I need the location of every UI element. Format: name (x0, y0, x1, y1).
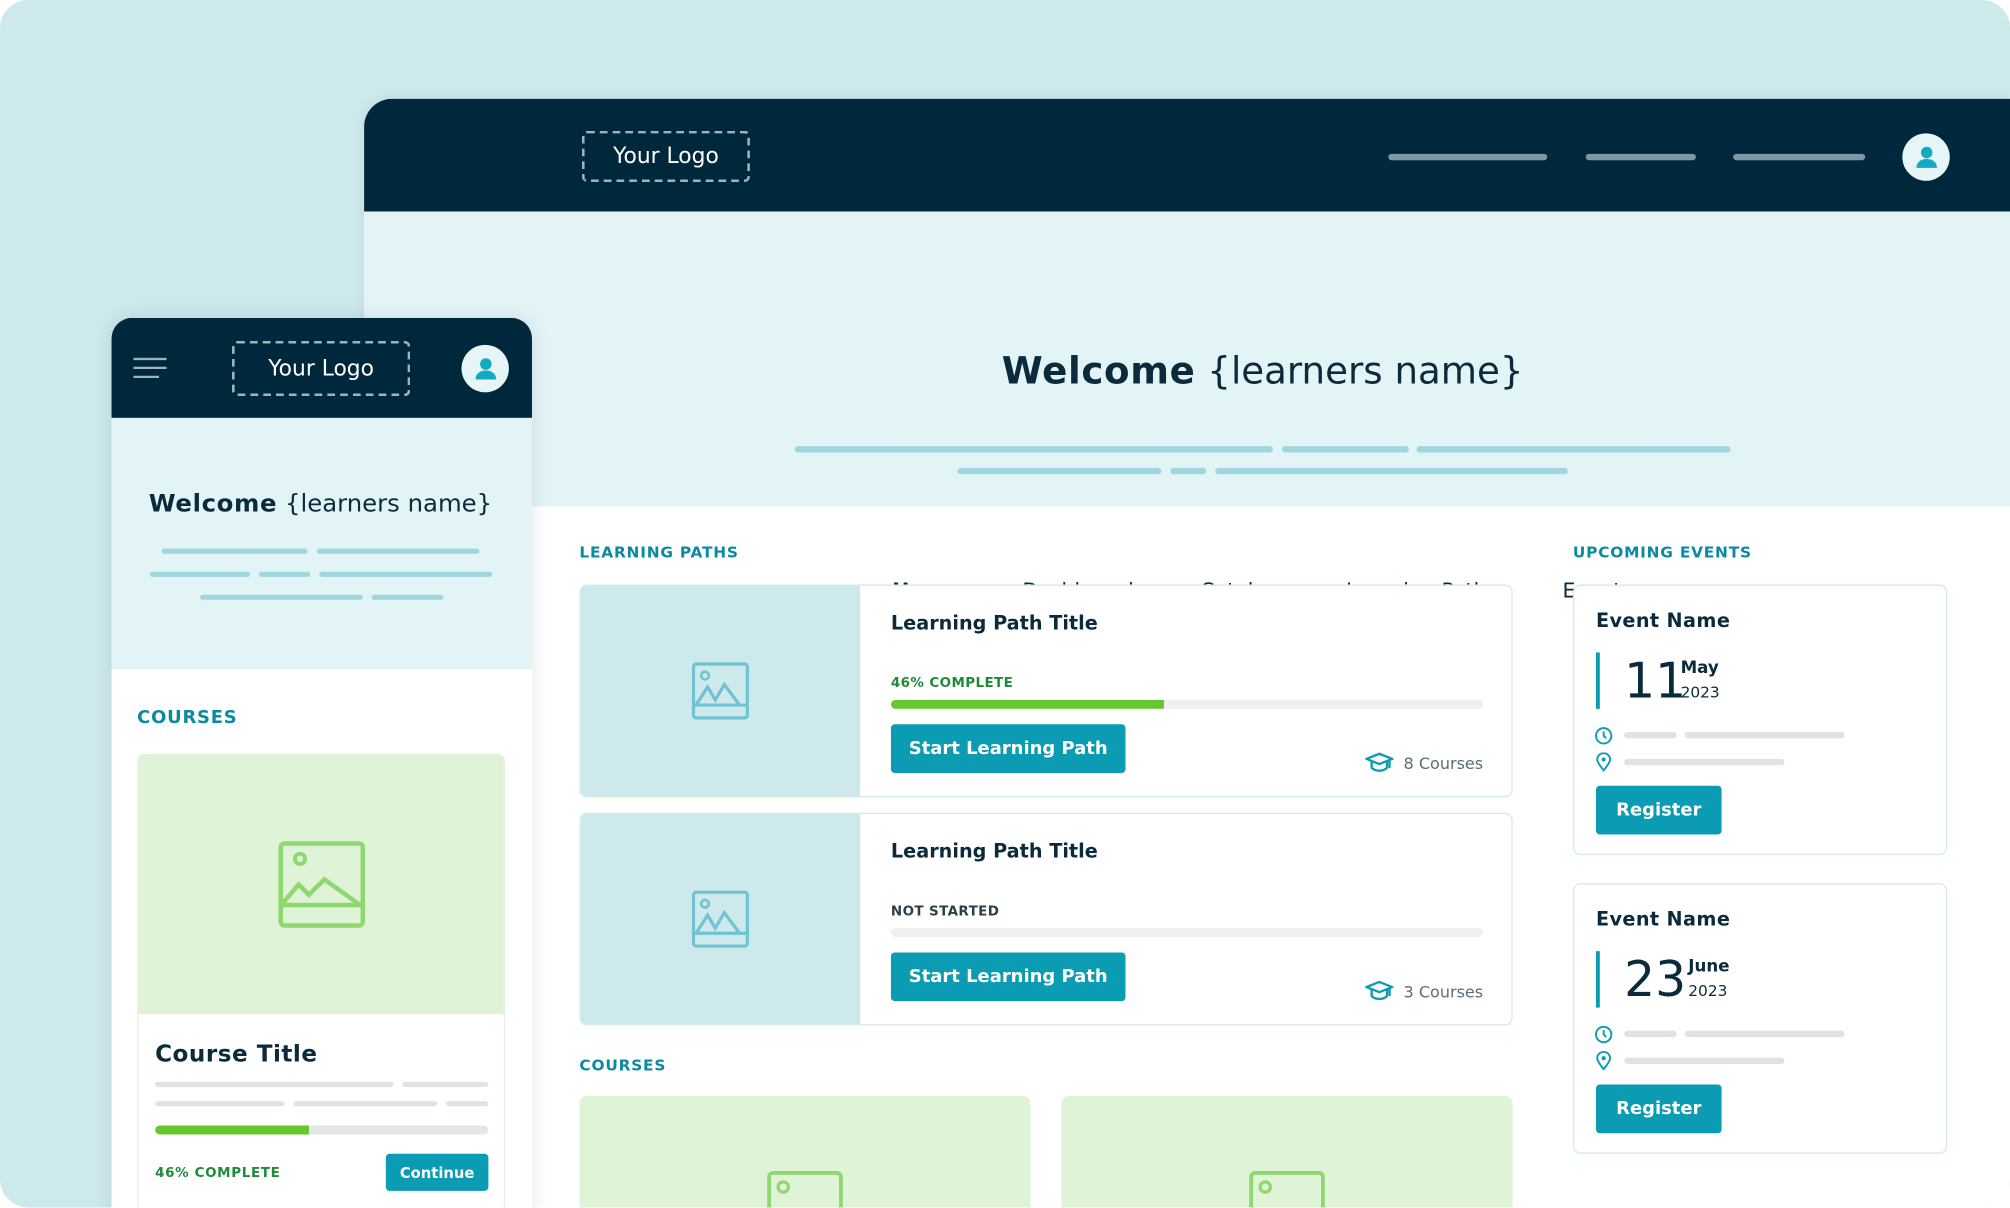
nav-link-placeholder[interactable] (1585, 153, 1696, 161)
course-card[interactable] (579, 1096, 1031, 1208)
progress-bar (890, 928, 1484, 938)
progress-label: 46% COMPLETE (890, 675, 1014, 691)
upcoming-events-heading: UPCOMING EVENTS (1572, 543, 1752, 562)
mobile-hero: Welcome {learners name} (111, 417, 532, 670)
event-month: May (1680, 658, 1719, 679)
start-learning-path-button[interactable]: Start Learning Path (890, 724, 1126, 773)
progress-fill (890, 699, 1164, 709)
date-accent (1595, 951, 1600, 1008)
mobile-header: Your Logo (111, 317, 532, 418)
nav-link-placeholder[interactable] (1388, 153, 1548, 161)
nav-link-placeholder[interactable] (1733, 153, 1866, 161)
learning-path-title: Learning Path Title (890, 839, 1098, 863)
learning-paths-heading: LEARNING PATHS (579, 543, 739, 562)
image-icon (691, 662, 749, 720)
event-name: Event Name (1595, 907, 1731, 931)
progress-label: NOT STARTED (890, 903, 1000, 920)
welcome-heading: Welcome {learners name} (148, 489, 493, 518)
event-day: 11 (1624, 652, 1687, 709)
courses-heading: COURSES (137, 707, 238, 729)
date-accent (1595, 652, 1600, 709)
event-name: Event Name (1595, 608, 1731, 632)
course-title: Course Title (155, 1040, 318, 1068)
progress-bar (890, 699, 1484, 709)
register-button[interactable]: Register (1595, 785, 1722, 835)
user-icon (1915, 146, 1937, 168)
event-day: 23 (1624, 951, 1687, 1008)
image-icon (691, 890, 749, 948)
clock-icon (1595, 727, 1613, 745)
event-card[interactable]: Event Name 11 May 2023 Register (1572, 584, 1948, 856)
avatar[interactable] (1902, 133, 1950, 181)
location-pin-icon (1596, 752, 1612, 772)
hamburger-icon[interactable] (133, 357, 167, 379)
clock-icon (1595, 1025, 1613, 1044)
learning-path-title: Learning Path Title (890, 611, 1098, 635)
course-card[interactable] (1061, 1096, 1513, 1208)
learning-path-card[interactable]: Learning Path Title NOT STARTED Start Le… (579, 812, 1513, 1026)
progress-fill (155, 1125, 309, 1135)
logo[interactable]: Your Logo (581, 130, 750, 183)
image-icon (1249, 1171, 1325, 1208)
mobile-window: Your Logo Welcome {learners name} COURSE… (111, 317, 532, 1208)
avatar[interactable] (461, 344, 509, 393)
hero: Welcome {learners name} Home Dashboard C… (364, 211, 2010, 604)
event-month: June (1688, 957, 1730, 977)
logo[interactable]: Your Logo (232, 340, 411, 397)
desktop-header: Your Logo (364, 98, 2010, 212)
image-icon (277, 841, 365, 928)
graduation-cap-icon (1365, 752, 1394, 772)
image-placeholder (138, 755, 504, 1014)
image-icon (767, 1171, 843, 1208)
course-card[interactable]: Course Title 46% COMPLETE Continue (137, 753, 506, 1208)
desktop-window: Your Logo Welcome {learners name} Home D… (364, 98, 2010, 1208)
event-year: 2023 (1688, 981, 1728, 1000)
courses-heading: COURSES (579, 1056, 667, 1075)
progress-bar (155, 1125, 489, 1135)
event-card[interactable]: Event Name 23 June 2023 Register (1572, 883, 1948, 1154)
graduation-cap-icon (1365, 980, 1394, 1001)
start-learning-path-button[interactable]: Start Learning Path (890, 952, 1126, 1002)
image-placeholder (580, 814, 861, 1025)
location-pin-icon (1596, 1051, 1612, 1071)
progress-label: 46% COMPLETE (155, 1165, 281, 1181)
learning-path-card[interactable]: Learning Path Title 46% COMPLETE Start L… (579, 584, 1513, 798)
event-year: 2023 (1680, 683, 1720, 702)
continue-button[interactable]: Continue (385, 1153, 489, 1191)
welcome-heading: Welcome {learners name} (1001, 348, 1524, 393)
register-button[interactable]: Register (1595, 1084, 1722, 1134)
image-placeholder (580, 585, 861, 797)
course-count: 8 Courses (1365, 752, 1483, 773)
user-icon (474, 357, 496, 379)
course-count: 3 Courses (1365, 980, 1483, 1002)
